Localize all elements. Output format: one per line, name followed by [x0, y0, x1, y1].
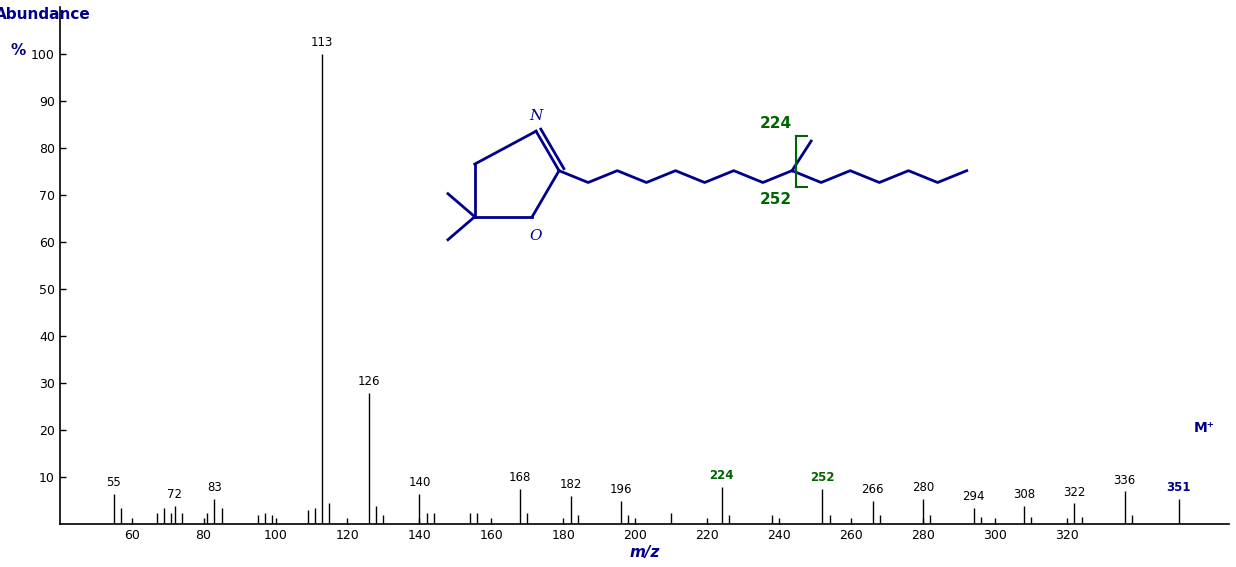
Text: 308: 308	[1012, 488, 1035, 501]
Text: 72: 72	[167, 488, 182, 501]
Text: 294: 294	[963, 490, 985, 503]
Text: 280: 280	[912, 481, 934, 494]
Text: %: %	[11, 43, 26, 58]
Text: 252: 252	[811, 471, 834, 484]
Text: 113: 113	[311, 36, 334, 49]
Text: 140: 140	[408, 476, 430, 489]
Text: 351: 351	[1167, 481, 1192, 494]
Text: 55: 55	[106, 476, 121, 489]
Text: 266: 266	[861, 483, 884, 496]
Text: 336: 336	[1114, 474, 1136, 487]
Text: 224: 224	[709, 469, 734, 482]
Text: 322: 322	[1063, 485, 1085, 498]
Text: O: O	[530, 229, 543, 243]
Text: 252: 252	[760, 192, 792, 208]
Text: 168: 168	[509, 471, 531, 484]
X-axis label: m/z: m/z	[629, 545, 660, 560]
Text: 196: 196	[609, 483, 632, 496]
Text: Abundance: Abundance	[0, 7, 91, 22]
Text: 182: 182	[560, 479, 582, 492]
Text: N: N	[529, 109, 543, 123]
Text: 224: 224	[760, 116, 792, 131]
Text: 126: 126	[358, 375, 381, 388]
Text: M⁺: M⁺	[1194, 421, 1214, 435]
Text: 83: 83	[206, 481, 221, 494]
